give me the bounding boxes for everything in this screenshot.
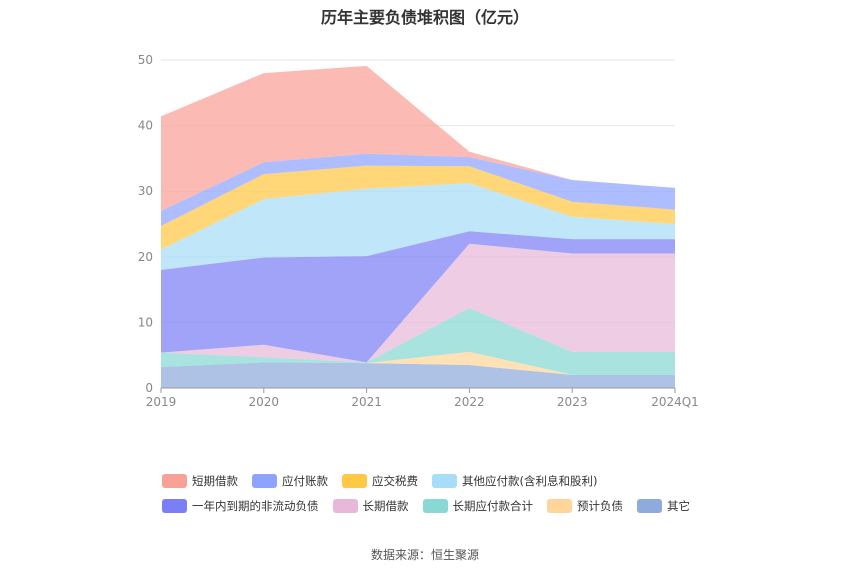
legend-label: 应付账款 — [282, 474, 328, 488]
legend-label: 短期借款 — [192, 474, 238, 488]
area-series-其它 — [161, 362, 675, 388]
legend-item[interactable]: 应付账款 — [252, 473, 328, 489]
legend-row-1: 短期借款 应付账款 应交税费 其他应付款(含利息和股利) — [162, 473, 611, 489]
x-tick-label: 2022 — [454, 395, 485, 409]
legend-item[interactable]: 其他应付款(含利息和股利) — [432, 473, 597, 489]
x-tick-label: 2019 — [146, 395, 177, 409]
area-series-其他应付款(含利息和股利) — [161, 183, 675, 270]
y-tick-label: 50 — [138, 53, 153, 67]
x-tick-label: 2023 — [557, 395, 588, 409]
stacked-area-chart: 0 10 20 30 40 50 2019 2020 2021 2022 2023 2024Q1 — [138, 53, 699, 409]
legend-swatch — [162, 499, 187, 513]
legend-swatch — [547, 499, 572, 513]
legend-swatch — [422, 499, 448, 513]
y-tick-label: 10 — [138, 315, 153, 329]
legend-swatch — [162, 474, 187, 488]
legend-item[interactable]: 其它 — [637, 498, 690, 514]
area-series-应交税费 — [161, 165, 675, 250]
x-tick-label: 2020 — [249, 395, 280, 409]
legend-item[interactable]: 长期应付款合计 — [422, 498, 534, 514]
legend-item[interactable]: 一年内到期的非流动负债 — [162, 498, 319, 514]
area-series-短期借款 — [161, 65, 675, 211]
area-series-预计负债 — [161, 351, 675, 375]
legend-swatch — [432, 474, 457, 488]
chart-title: 历年主要负债堆积图（亿元） — [320, 8, 529, 27]
legend-label: 应交税费 — [372, 474, 418, 488]
legend-row-2: 一年内到期的非流动负债 长期借款 长期应付款合计 预计负债 其它 — [162, 498, 704, 514]
legend-label: 其它 — [667, 499, 690, 513]
legend-label: 一年内到期的非流动负债 — [192, 499, 319, 513]
x-tick-label: 2024Q1 — [651, 395, 699, 409]
area-series-应付账款 — [161, 153, 675, 226]
x-tick-label: 2021 — [351, 395, 382, 409]
y-tick-label: 40 — [138, 119, 153, 133]
y-tick-label: 30 — [138, 184, 153, 198]
legend-swatch — [252, 474, 277, 488]
legend-label: 长期应付款合计 — [452, 499, 534, 513]
legend-label: 其他应付款(含利息和股利) — [462, 474, 598, 488]
area-series-长期借款 — [161, 243, 675, 363]
area-series-一年内到期的非流动负债 — [161, 231, 675, 363]
legend-item[interactable]: 长期借款 — [332, 498, 409, 514]
legend-item[interactable]: 预计负债 — [547, 498, 623, 514]
legend-swatch — [342, 474, 367, 488]
legend-label: 长期借款 — [362, 499, 409, 513]
legend-item[interactable]: 应交税费 — [342, 473, 418, 489]
legend-swatch — [637, 499, 662, 513]
legend-label: 预计负债 — [577, 499, 623, 513]
area-series-长期应付款合计 — [161, 308, 675, 375]
y-tick-label: 0 — [145, 381, 153, 395]
legend-swatch — [332, 499, 358, 513]
y-tick-label: 20 — [138, 250, 153, 264]
source-note: 数据来源：恒生聚源 — [370, 548, 479, 562]
legend-item[interactable]: 短期借款 — [162, 473, 238, 489]
